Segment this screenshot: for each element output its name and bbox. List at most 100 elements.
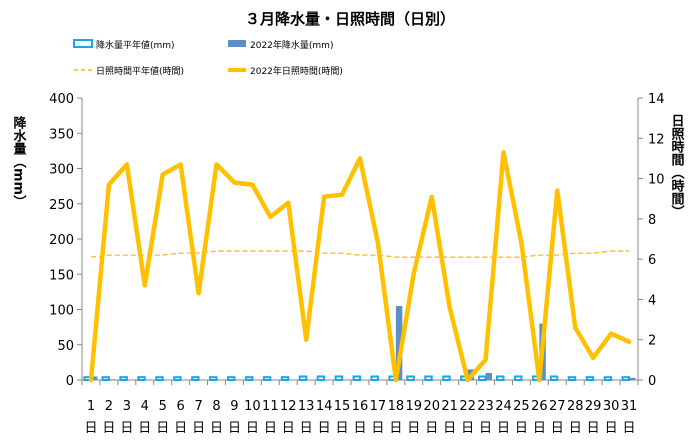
legend-swatch-rain-2022: [228, 40, 246, 47]
bar-rain-avg: [137, 376, 146, 381]
x-tick-suffix: 日: [300, 421, 313, 436]
y2-tick-label: 8: [648, 213, 656, 228]
legend: 降水量平年値(mm) 2022年降水量(mm) 日照時間平年値(時間) 2022…: [73, 39, 343, 77]
x-tick-label: 6: [177, 399, 185, 414]
y-tick-label: 350: [49, 127, 74, 142]
bar-rain-avg: [226, 376, 236, 381]
x-tick-label: 4: [141, 399, 149, 414]
y-tick-label: 50: [57, 339, 74, 354]
line-sun-2022: [88, 150, 632, 383]
line-sun-avg: [90, 250, 630, 258]
bar-rain-2022: [108, 379, 116, 380]
y2-tick-label: 10: [648, 173, 665, 188]
x-tick-suffix: 日: [228, 421, 241, 436]
bar-rain-avg: [352, 375, 361, 382]
bar-rain-avg: [549, 375, 559, 382]
bar-rain-avg: [209, 376, 218, 381]
x-tick-label: 3: [123, 399, 131, 414]
x-tick-label: 20: [423, 399, 440, 414]
x-tick-label: 27: [549, 399, 566, 414]
x-tick-label: 28: [567, 399, 584, 414]
bar-rain-avg: [244, 376, 254, 381]
y-tick-label: 200: [49, 233, 74, 248]
y-tick-label: 250: [49, 198, 74, 213]
x-tick-label: 17: [370, 399, 387, 414]
legend-label-rain-avg: 降水量平年値(mm): [96, 39, 175, 51]
y-tick-label: 100: [49, 304, 74, 319]
x-tick-label: 25: [513, 399, 530, 414]
bar-rain-avg: [585, 376, 595, 381]
bar-rain-avg: [262, 376, 272, 381]
bar-rain-avg: [478, 375, 487, 382]
x-tick-label: 5: [159, 399, 167, 414]
x-tick-suffix: 日: [515, 421, 528, 436]
x-tick-label: 31: [621, 399, 638, 414]
y2-axis-title: 日照時間（時間）: [669, 114, 686, 218]
y-tick-label: 0: [66, 374, 74, 389]
bar-rain-2022: [629, 377, 636, 380]
bar-rain-2022: [90, 376, 98, 380]
x-tick-suffix: 日: [246, 421, 259, 436]
x-tick-suffix: 日: [569, 421, 582, 436]
y2-tick-label: 6: [648, 253, 656, 268]
bar-rain-avg: [603, 376, 613, 381]
x-tick-suffix: 日: [138, 421, 151, 436]
x-tick-label: 12: [280, 399, 297, 414]
x-tick-suffix: 日: [551, 421, 564, 436]
bar-rain-avg: [334, 375, 344, 382]
x-tick-suffix: 日: [605, 421, 618, 436]
x-tick-label: 29: [585, 399, 602, 414]
y-tick-label: 300: [49, 163, 74, 178]
legend-label-sun-avg: 日照時間平年値(時間): [96, 65, 184, 77]
x-tick-suffix: 日: [497, 421, 510, 436]
y2-tick-label: 14: [648, 92, 665, 107]
y-tick-label: 150: [49, 268, 74, 283]
x-tick-label: 15: [334, 399, 351, 414]
bar-rain-avg: [298, 375, 308, 382]
x-tick-label: 16: [352, 399, 369, 414]
x-tick-label: 30: [603, 399, 620, 414]
bar-rain-avg: [191, 376, 200, 381]
x-tick-label: 2: [105, 399, 113, 414]
x-tick-label: 9: [230, 399, 238, 414]
y-axis-title: 降水量（mm）: [11, 115, 28, 208]
chart-title: ３月降水量・日照時間（日別）: [245, 10, 455, 28]
x-tick-label: 22: [459, 399, 476, 414]
x-tick-label: 24: [495, 399, 512, 414]
x-tick-label: 8: [212, 399, 220, 414]
bar-rain-avg: [424, 375, 433, 382]
bar-rain-avg: [316, 375, 326, 382]
y-tick-label: 400: [49, 92, 74, 107]
bar-rain-avg: [567, 376, 577, 381]
bar-rain-avg: [155, 376, 164, 381]
x-tick-suffix: 日: [443, 421, 456, 436]
x-tick-label: 19: [406, 399, 423, 414]
bar-rain-avg: [101, 376, 110, 381]
bar-rain-avg: [513, 375, 523, 382]
x-tick-label: 11: [262, 399, 279, 414]
x-tick-suffix: 日: [210, 421, 223, 436]
y2-tick-label: 12: [648, 132, 665, 147]
x-tick-suffix: 日: [84, 421, 97, 436]
x-tick-suffix: 日: [174, 421, 187, 436]
x-tick-suffix: 日: [479, 421, 492, 436]
x-tick-suffix: 日: [336, 421, 349, 436]
x-tick-label: 26: [531, 399, 548, 414]
x-tick-suffix: 日: [120, 421, 133, 436]
x-tick-label: 23: [477, 399, 494, 414]
x-tick-suffix: 日: [264, 421, 277, 436]
x-tick-suffix: 日: [461, 421, 474, 436]
bar-rain-avg: [173, 376, 182, 381]
x-tick-label: 13: [298, 399, 315, 414]
legend-label-sun-2022: 2022年日照時間(時間): [250, 65, 343, 77]
x-tick-suffix: 日: [533, 421, 546, 436]
x-tick-label: 7: [194, 399, 202, 414]
x-tick-label: 14: [316, 399, 333, 414]
y2-tick-label: 2: [648, 334, 656, 349]
x-tick-suffix: 日: [282, 421, 295, 436]
x-tick-label: 21: [441, 399, 458, 414]
x-tick-label: 18: [388, 399, 405, 414]
bar-rain-avg: [621, 376, 631, 381]
y2-tick-label: 0: [648, 374, 656, 389]
